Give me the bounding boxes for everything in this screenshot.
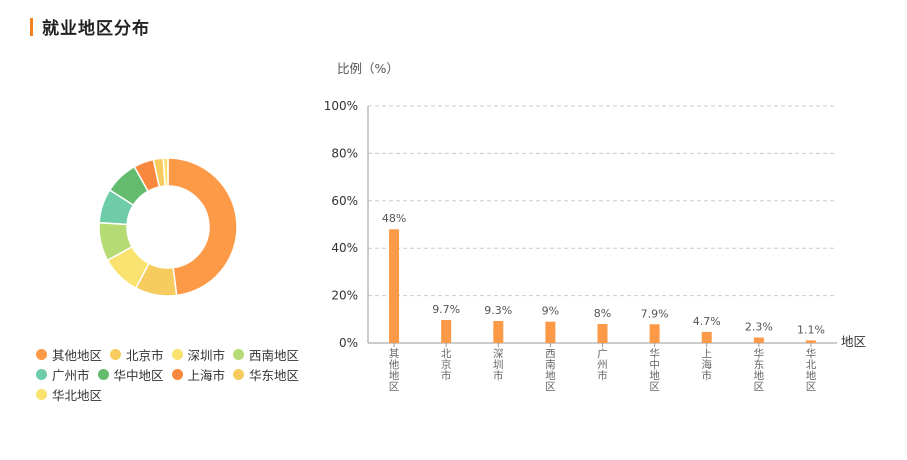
y-tick-label: 40% (331, 241, 358, 255)
legend-swatch (233, 348, 245, 360)
legend-label: 其他地区 (52, 347, 103, 363)
bar-4 (597, 324, 608, 343)
legend-swatch (36, 388, 47, 400)
y-tick-label: 20% (331, 289, 358, 303)
bar-value-label: 7.9% (641, 307, 669, 320)
legend-swatch (171, 368, 183, 380)
bar-0 (389, 229, 400, 343)
legend-item[interactable]: 北京市 (110, 344, 164, 364)
x-tick-label: 其他地区 (389, 348, 400, 393)
bar-2 (493, 320, 504, 343)
title-accent-bar (30, 18, 33, 36)
legend-item[interactable]: 深圳市 (171, 344, 226, 364)
y-tick-label: 100% (324, 99, 358, 113)
legend-item[interactable]: 广州市 (36, 364, 90, 384)
bar-value-label: 9.7% (432, 303, 460, 316)
x-tick-label: 广州市 (597, 348, 608, 382)
x-axis-title: 地区 (841, 334, 866, 349)
bar-value-label: 4.7% (693, 315, 721, 328)
y-tick-label: 80% (331, 146, 358, 160)
bar-value-label: 8% (594, 307, 611, 320)
y-tick-label: 0% (339, 336, 358, 350)
bar-5 (649, 324, 660, 343)
bar-8 (805, 340, 816, 343)
bar-value-label: 2.3% (745, 321, 773, 334)
legend-label: 深圳市 (187, 347, 226, 363)
legend-label: 上海市 (187, 367, 226, 383)
legend-swatch (110, 348, 122, 360)
legend-label: 西南地区 (249, 347, 300, 363)
bar-3 (545, 321, 556, 343)
bar-value-label: 48% (382, 212, 406, 225)
donut-slice-0 (167, 157, 238, 297)
bar-value-label: 1.1% (797, 323, 825, 336)
donut-legend: 其他地区 北京市 深圳市 西南地区广州市 华中地区 上海市 华东地区华北地区 (36, 344, 316, 404)
legend-item[interactable]: 华中地区 (97, 364, 164, 384)
legend-label: 北京市 (126, 347, 164, 363)
x-tick-label: 上海市 (701, 348, 712, 382)
legend-label: 广州市 (52, 367, 90, 383)
legend-item[interactable]: 其他地区 (36, 344, 102, 364)
bar-7 (753, 337, 764, 343)
legend-item[interactable]: 华东地区 (233, 364, 299, 384)
y-tick-label: 60% (331, 194, 358, 208)
legend-swatch (36, 348, 47, 360)
legend-swatch (233, 368, 245, 380)
bar-6 (701, 331, 712, 343)
legend-swatch (36, 368, 47, 380)
legend-label: 华中地区 (113, 367, 164, 383)
legend-label: 华北地区 (52, 387, 103, 403)
legend-item[interactable]: 西南地区 (233, 344, 299, 364)
page-title: 就业地区分布 (42, 19, 150, 39)
legend-swatch (97, 368, 109, 380)
bar-value-label: 9% (542, 305, 559, 318)
legend-item[interactable]: 华北地区 (36, 384, 102, 404)
bar-1 (441, 320, 452, 343)
x-tick-label: 华中地区 (649, 347, 660, 393)
legend-label: 华东地区 (249, 367, 300, 383)
x-tick-label: 华东地区 (754, 347, 765, 393)
x-tick-label: 北京市 (441, 348, 452, 382)
y-axis-title: 比例（%） (337, 61, 399, 76)
legend-item[interactable]: 上海市 (171, 364, 226, 384)
x-tick-label: 深圳市 (493, 348, 504, 382)
bar-value-label: 9.3% (484, 304, 512, 317)
legend-swatch (171, 348, 183, 360)
donut-slice-8 (162, 157, 169, 187)
x-tick-label: 西南地区 (545, 348, 556, 393)
x-tick-label: 华北地区 (806, 347, 817, 393)
